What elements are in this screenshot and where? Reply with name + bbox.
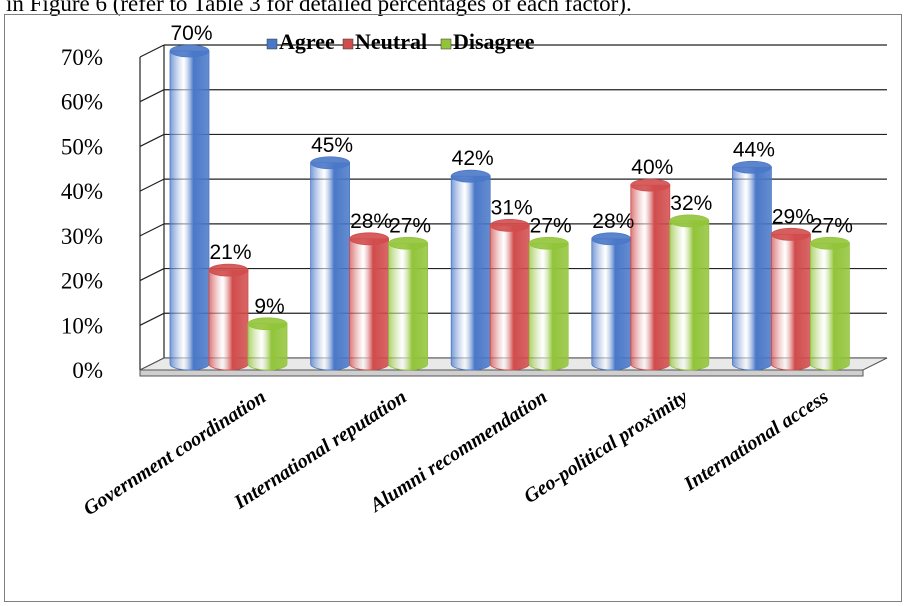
bar-body	[489, 224, 530, 371]
bar	[247, 317, 288, 371]
bar	[591, 232, 632, 371]
data-label: 70%	[170, 22, 212, 45]
legend-label: Disagree	[453, 29, 535, 54]
gridline-side	[139, 268, 165, 282]
bar	[669, 214, 710, 371]
y-tick-label: 10%	[61, 313, 103, 338]
bar-top	[669, 214, 710, 228]
gridline-side	[139, 44, 165, 58]
bar-top	[388, 236, 429, 250]
chart-frame: 0% 10% 20% 30% 40% 50% 60% 70% 70% 21% 9% 45% 28% 27…	[4, 14, 902, 602]
bar-body	[450, 175, 491, 371]
bar-body	[310, 162, 350, 371]
bar-body	[591, 238, 632, 371]
bar-body	[388, 242, 428, 371]
data-label: 27%	[811, 214, 853, 237]
data-label: 40%	[631, 156, 673, 179]
bar	[528, 236, 569, 371]
bar-top	[591, 232, 632, 246]
bar	[732, 160, 772, 371]
bar	[771, 227, 811, 371]
legend-label: Agree	[279, 29, 335, 54]
bar-top	[208, 263, 249, 277]
data-label: 21%	[209, 241, 251, 264]
chart: 0%10%20%30%40%50%60%70% 70%21%9%45%28%27…	[61, 22, 888, 520]
gridline-side	[139, 178, 165, 192]
legend-swatch	[440, 38, 452, 50]
gridline-side	[139, 133, 165, 147]
bar	[169, 44, 210, 371]
gridline-side	[139, 223, 165, 237]
legend-swatch	[266, 38, 278, 50]
bar	[388, 236, 429, 371]
bar-body	[247, 323, 288, 371]
data-label: 32%	[670, 192, 712, 215]
gridline-side	[139, 312, 165, 326]
bar-top	[169, 44, 210, 58]
bar-body	[732, 166, 772, 371]
bar-top	[810, 236, 850, 250]
data-label: 31%	[491, 196, 533, 219]
y-tick-label: 60%	[61, 90, 103, 115]
bar-body	[208, 269, 249, 371]
bar-top	[247, 317, 288, 331]
bar	[349, 232, 390, 371]
y-tick-label: 50%	[61, 134, 103, 159]
bar	[630, 178, 671, 371]
bar-top	[630, 178, 671, 192]
data-labels: 70%21%9%45%28%27%42%31%27% 28%40%32%44%29…	[170, 22, 852, 318]
data-label: 42%	[452, 147, 494, 170]
category-label: International access	[679, 386, 832, 496]
data-label: 28%	[350, 210, 392, 233]
legend-swatch	[342, 38, 354, 50]
gridline-side	[139, 89, 165, 103]
bar-top	[528, 236, 569, 250]
bars	[169, 44, 850, 371]
bar-body	[169, 50, 210, 371]
bar-body	[349, 238, 389, 371]
data-label: 27%	[530, 214, 572, 237]
y-axis-ticks: 0% 10% 20% 30% 40% 50% 60% 70%	[61, 45, 103, 383]
floor-edge	[139, 369, 864, 377]
bar	[208, 263, 249, 371]
bar-body	[528, 242, 569, 371]
data-label: 9%	[254, 295, 284, 318]
bar-top	[771, 227, 811, 241]
bar-body	[669, 220, 710, 371]
legend-label: Neutral	[355, 29, 427, 54]
data-label: 28%	[592, 210, 634, 233]
bar-top	[732, 160, 772, 174]
legend: Agree Neutral Disagree	[266, 29, 535, 54]
caption-text: in Figure 6 (refer to Table 3 for detail…	[6, 0, 632, 16]
y-tick-label: 30%	[61, 224, 103, 249]
bar	[450, 169, 491, 371]
y-tick-label: 20%	[61, 269, 103, 294]
bar-body	[630, 184, 671, 371]
bar-body	[810, 242, 850, 371]
bar-top	[310, 156, 351, 170]
data-label: 27%	[389, 214, 431, 237]
data-label: 29%	[772, 205, 814, 228]
y-tick-label: 40%	[61, 179, 103, 204]
bar-top	[450, 169, 491, 183]
data-label: 45%	[311, 134, 353, 157]
bar-top	[349, 232, 390, 246]
bar	[489, 218, 530, 371]
bar-body	[771, 233, 811, 371]
bar	[810, 236, 850, 371]
bar	[310, 156, 351, 371]
y-tick-label: 0%	[72, 358, 103, 383]
y-tick-label: 70%	[61, 45, 103, 70]
data-label: 44%	[733, 138, 775, 161]
bar-top	[489, 218, 530, 232]
